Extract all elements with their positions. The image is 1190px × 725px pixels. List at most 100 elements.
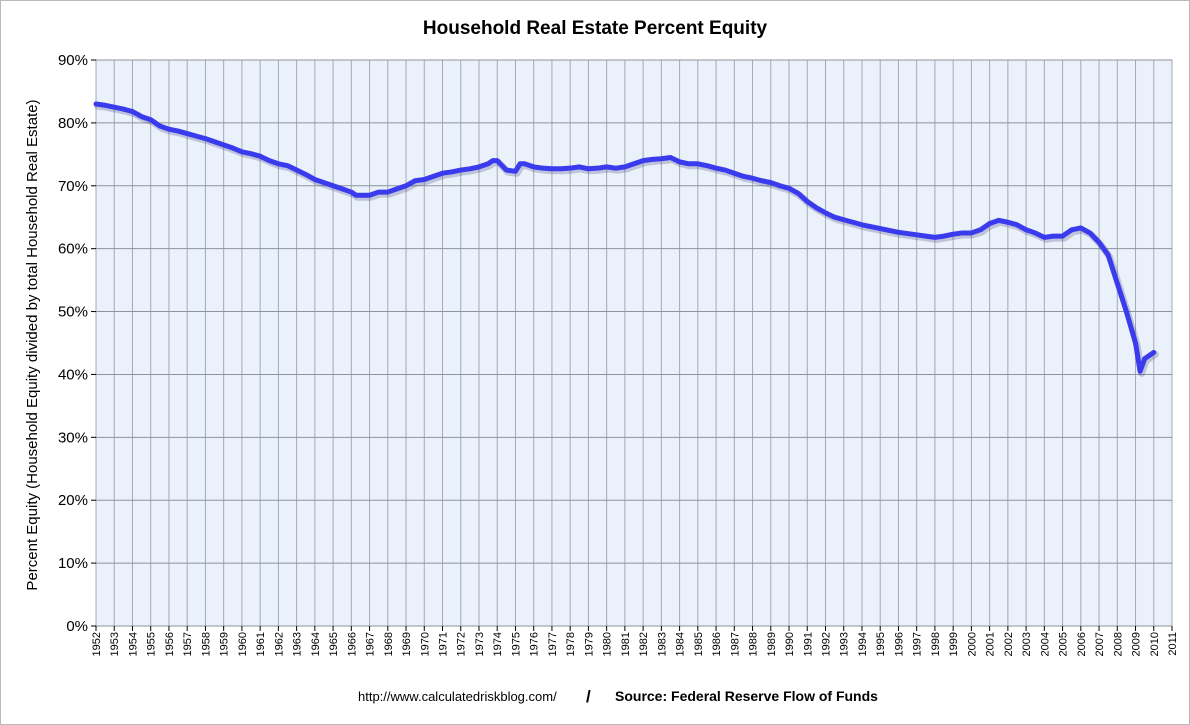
data-point	[358, 193, 363, 198]
x-tick-label: 1994	[857, 632, 869, 656]
data-point	[823, 210, 828, 215]
x-tick-label: 1954	[127, 632, 139, 656]
data-point	[714, 166, 719, 171]
x-tick-label: 2011	[1167, 632, 1179, 656]
series-group	[93, 101, 1159, 377]
data-point	[878, 226, 883, 231]
x-tick-label: 1995	[875, 632, 887, 656]
data-point	[796, 191, 801, 196]
x-tick-label: 1976	[529, 632, 541, 656]
data-point	[431, 174, 436, 179]
data-point	[814, 205, 819, 210]
source-url: http://www.calculatedriskblog.com/	[358, 689, 557, 704]
source-note: Source: Federal Reserve Flow of Funds	[615, 688, 878, 704]
data-point	[768, 180, 773, 185]
data-point	[586, 166, 591, 171]
data-point	[869, 224, 874, 229]
x-tick-label: 1961	[255, 632, 267, 656]
data-point	[103, 103, 108, 108]
x-tick-label: 2001	[985, 632, 997, 656]
x-tick-label: 1993	[839, 632, 851, 656]
data-point	[805, 199, 810, 204]
data-point	[376, 190, 381, 195]
data-point	[367, 193, 372, 198]
x-tick-label: 1972	[456, 632, 468, 656]
data-point	[148, 117, 153, 122]
data-point	[203, 136, 208, 141]
data-point	[577, 164, 582, 169]
x-tick-label: 1965	[328, 632, 340, 656]
y-tick-label: 30%	[58, 429, 88, 446]
data-point	[1014, 222, 1019, 227]
y-tick-label: 70%	[58, 178, 88, 195]
data-point	[1033, 230, 1038, 235]
data-point	[741, 174, 746, 179]
data-point	[112, 105, 117, 110]
data-point	[540, 166, 545, 171]
data-point	[467, 166, 472, 171]
x-tick-label: 1977	[547, 632, 559, 656]
data-point	[495, 158, 500, 163]
data-point	[987, 221, 992, 226]
x-tick-label: 1966	[346, 632, 358, 656]
data-point	[1124, 309, 1129, 314]
data-point	[905, 231, 910, 236]
x-tick-label: 1958	[200, 632, 212, 656]
data-point	[1042, 235, 1047, 240]
x-tick-label: 2006	[1076, 632, 1088, 656]
data-point	[632, 161, 636, 166]
x-tick-label: 1988	[748, 632, 760, 656]
x-tick-label: 1997	[912, 632, 924, 656]
data-point	[353, 193, 358, 198]
data-point	[458, 168, 463, 173]
data-point	[139, 114, 144, 119]
data-point	[659, 156, 664, 161]
data-point	[887, 228, 892, 233]
data-point	[303, 172, 308, 177]
data-point	[449, 169, 454, 174]
x-tick-label: 1987	[729, 632, 741, 656]
data-point	[404, 183, 409, 188]
source-separator: /	[586, 687, 591, 706]
data-point	[704, 163, 709, 168]
x-tick-label: 1996	[893, 632, 905, 656]
data-point	[1151, 350, 1156, 355]
data-point	[221, 142, 226, 147]
data-point	[559, 166, 564, 171]
x-tick-label: 2008	[1112, 632, 1124, 656]
data-point	[650, 157, 655, 162]
x-tick-label: 1984	[675, 632, 687, 656]
data-point	[1087, 230, 1092, 235]
x-tick-label: 1999	[948, 632, 960, 656]
x-tick-label: 1974	[492, 632, 504, 656]
chart-title: Household Real Estate Percent Equity	[423, 18, 768, 39]
data-point	[1138, 369, 1143, 374]
y-tick-label: 90%	[58, 52, 88, 69]
data-point	[686, 161, 691, 166]
x-tick-label: 1960	[237, 632, 249, 656]
data-point	[121, 107, 126, 112]
data-point	[896, 230, 901, 235]
data-point	[486, 161, 491, 166]
x-axis-ticks: 1952 1953 1954 1955 1956 1957 1958 1959 1960 1961…	[91, 626, 1179, 656]
x-tick-label: 2005	[1058, 632, 1070, 656]
data-point	[1051, 234, 1056, 239]
data-point	[832, 215, 837, 220]
plot-area	[95, 59, 1173, 627]
data-point	[212, 139, 217, 144]
data-point	[239, 149, 244, 154]
data-point	[94, 102, 98, 107]
x-tick-label: 1983	[656, 632, 668, 656]
data-point	[349, 190, 354, 195]
y-tick-label: 80%	[58, 115, 88, 132]
data-point	[130, 109, 135, 114]
x-tick-label: 1968	[383, 632, 395, 656]
plot-background	[95, 59, 1173, 627]
data-point	[1133, 341, 1138, 345]
data-point	[1078, 225, 1083, 230]
x-tick-label: 1956	[164, 632, 176, 656]
data-point	[668, 155, 673, 160]
data-point	[513, 169, 518, 174]
